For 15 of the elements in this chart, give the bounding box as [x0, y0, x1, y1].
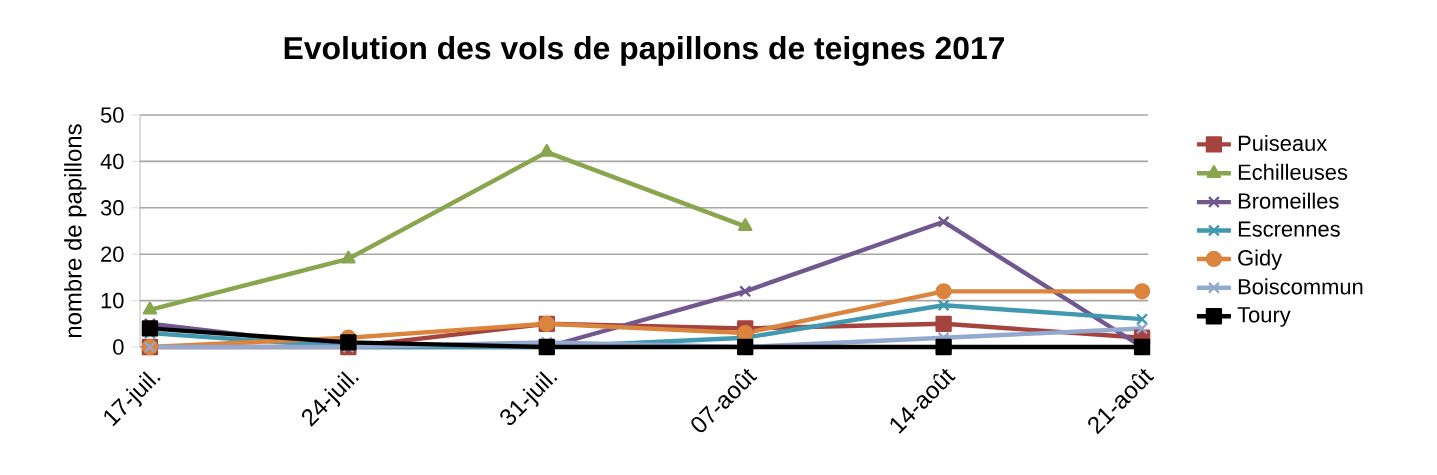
legend-label: Puiseaux	[1238, 134, 1327, 152]
y-tick-label: 20	[101, 246, 124, 262]
legend-label: Echilleuses	[1238, 163, 1348, 180]
legend-label: Escrennes	[1238, 221, 1340, 237]
legend-label: Gidy	[1238, 249, 1283, 270]
y-tick-label: 50	[100, 107, 124, 123]
legend-label: Toury	[1237, 307, 1291, 327]
y-axis-title: nombre de papillons	[64, 124, 87, 338]
legend-label: Boiscommun	[1238, 278, 1363, 295]
y-tick-label: 0	[113, 339, 124, 355]
y-tick-label: 30	[100, 200, 124, 216]
chart-title: Evolution des vols de papillons de teignes 2017	[284, 36, 1005, 66]
y-tick-label: 40	[100, 153, 124, 170]
legend-label: Bromeilles	[1238, 192, 1339, 209]
y-tick-label: 10	[101, 292, 124, 309]
